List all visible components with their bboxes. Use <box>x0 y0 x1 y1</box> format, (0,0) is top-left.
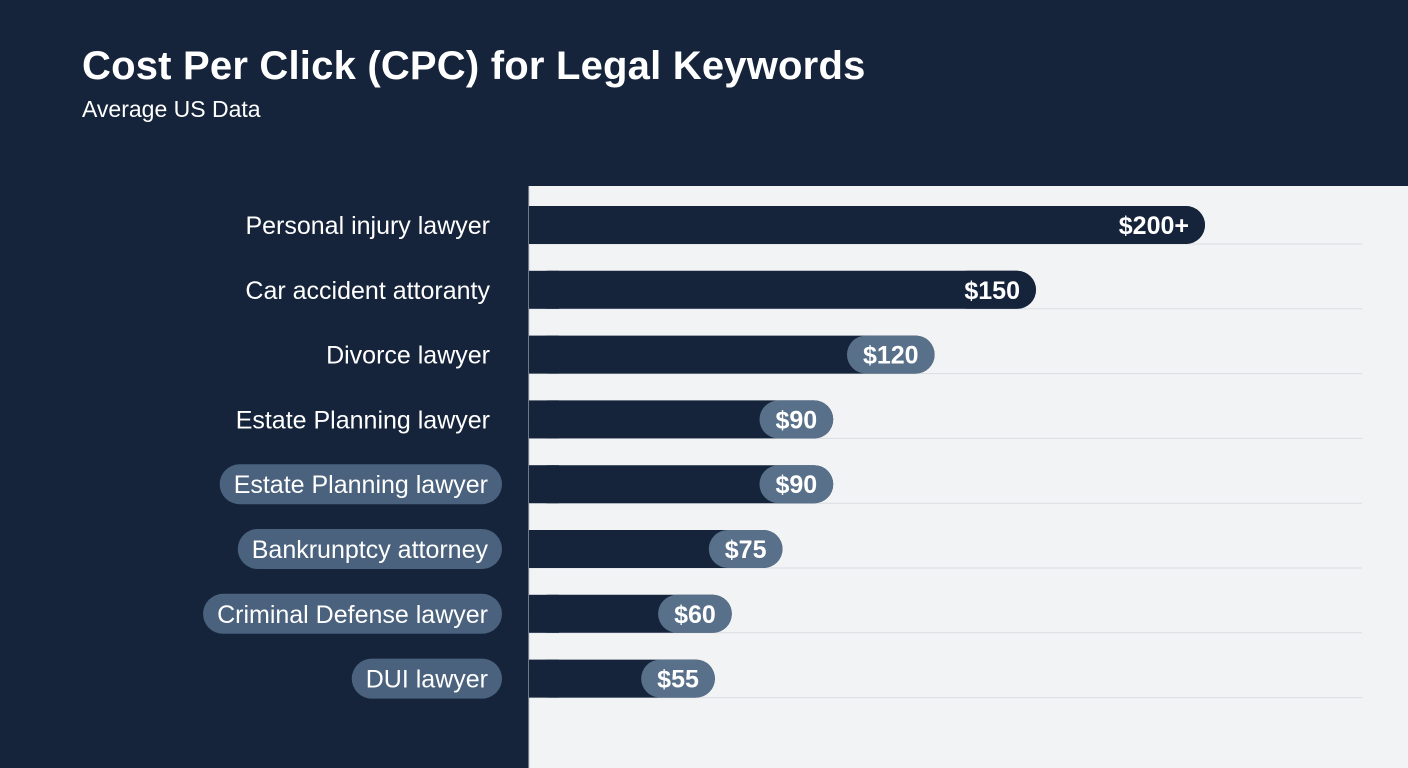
bar <box>529 335 935 374</box>
bar <box>529 270 1036 309</box>
bar-square-start <box>529 465 559 504</box>
chart-title: Cost Per Click (CPC) for Legal Keywords <box>82 44 866 88</box>
value-label-pill <box>759 400 834 439</box>
bar <box>529 206 1205 244</box>
value-label: $90 <box>775 406 817 434</box>
bar-square-start <box>529 659 559 698</box>
value-label-pill <box>641 659 715 698</box>
category-label: Divorce lawyer <box>326 342 490 370</box>
bar <box>529 400 834 439</box>
value-label: $90 <box>775 471 817 499</box>
category-label: Criminal Defense lawyer <box>217 601 488 629</box>
bar-square-start <box>529 335 559 374</box>
bar-square-start <box>529 206 559 244</box>
category-label: Bankrunptcy attorney <box>252 536 489 564</box>
bar-square-start <box>529 270 559 309</box>
value-label-pill <box>658 594 732 633</box>
category-label: DUI lawyer <box>366 666 488 694</box>
value-label: $60 <box>674 601 716 629</box>
value-label: $120 <box>863 342 919 370</box>
category-label-pill <box>219 464 502 505</box>
value-label-pill <box>846 335 935 374</box>
chart-subtitle: Average US Data <box>82 96 261 122</box>
value-label: $200+ <box>1119 212 1189 240</box>
bar-square-start <box>529 530 559 568</box>
value-label: $150 <box>964 277 1020 305</box>
value-label-pill <box>948 270 1036 309</box>
value-label-pill <box>759 465 834 504</box>
bar <box>529 465 834 504</box>
category-label: Estate Planning lawyer <box>236 406 490 434</box>
bar-square-start <box>529 400 559 439</box>
category-label-pill <box>237 529 502 569</box>
category-label-pill <box>351 658 502 699</box>
value-label-pill <box>1102 206 1205 244</box>
value-label: $55 <box>657 666 699 694</box>
category-label-pill <box>203 593 502 634</box>
category-label: Estate Planning lawyer <box>234 471 488 499</box>
category-label: Car accident attoranty <box>245 277 490 305</box>
bar-square-start <box>529 594 559 633</box>
value-label: $75 <box>725 536 767 564</box>
category-label: Personal injury lawyer <box>245 212 490 240</box>
value-label-pill <box>708 530 783 568</box>
